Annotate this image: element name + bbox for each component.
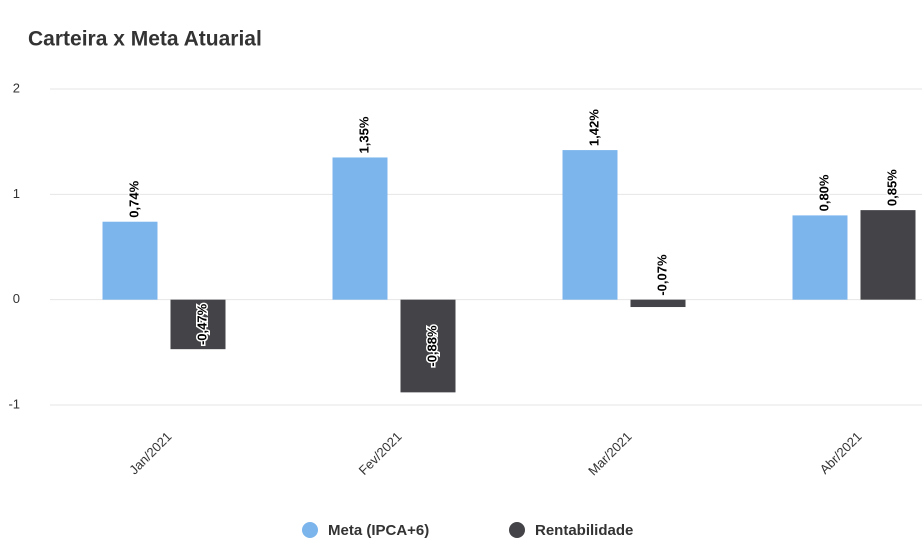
x-tick-label: Jan/2021 bbox=[126, 429, 174, 477]
y-tick-label: -1 bbox=[8, 396, 20, 411]
bar bbox=[400, 299, 456, 393]
bar bbox=[332, 157, 388, 300]
value-label: 1,42% bbox=[586, 109, 601, 146]
value-label: -0,88% bbox=[424, 325, 439, 367]
value-label: 0,74% bbox=[126, 180, 141, 217]
y-tick-label: 1 bbox=[13, 186, 20, 201]
x-tick-label: Abr/2021 bbox=[817, 429, 865, 477]
y-tick-label: 0 bbox=[13, 291, 20, 306]
bar bbox=[562, 150, 618, 300]
bar bbox=[102, 221, 158, 300]
value-label: -0,07% bbox=[654, 254, 669, 296]
legend-marker bbox=[302, 522, 318, 538]
bar bbox=[630, 299, 686, 308]
legend-marker bbox=[509, 522, 525, 538]
value-label: -0,47% bbox=[194, 303, 209, 345]
value-label: 1,35% bbox=[356, 116, 371, 153]
legend-label: Rentabilidade bbox=[535, 522, 633, 539]
chart-title: Carteira x Meta Atuarial bbox=[28, 28, 262, 51]
bar bbox=[170, 299, 226, 350]
x-tick-label: Fev/2021 bbox=[356, 429, 405, 478]
y-tick-label: 2 bbox=[13, 80, 20, 95]
value-label: 0,80% bbox=[816, 174, 831, 211]
value-label: 0,85% bbox=[884, 169, 899, 206]
bar bbox=[792, 215, 848, 300]
bar bbox=[860, 210, 916, 300]
x-tick-label: Mar/2021 bbox=[585, 429, 634, 478]
legend-label: Meta (IPCA+6) bbox=[328, 522, 429, 539]
